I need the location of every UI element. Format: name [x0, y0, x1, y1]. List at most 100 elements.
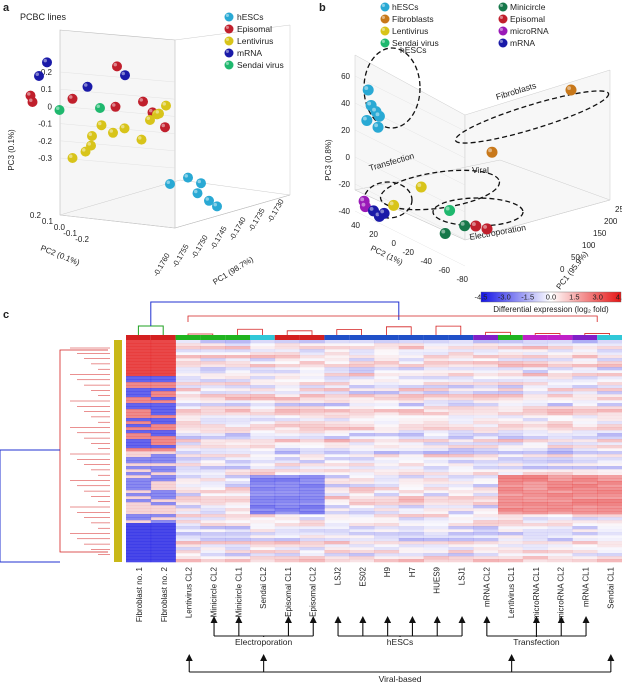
panel-c-heatmap-cell [548, 400, 573, 403]
panel-a-point-hescs-body [204, 195, 214, 206]
panel-c-heatmap-cell [398, 424, 424, 428]
panel-c-column-colorbar [398, 335, 424, 340]
panel-c-heatmap-cell [274, 523, 300, 527]
panel-c-heatmap-cell [150, 445, 176, 449]
panel-c-heatmap-cell [374, 529, 399, 532]
panel-c-heatmap-cell [324, 535, 350, 539]
panel-a-point-episomal-highlight [113, 62, 117, 67]
panel-c-heatmap-cell [126, 523, 152, 527]
panel-c-heatmap-cell [398, 403, 424, 407]
panel-c-heatmap-cell [448, 532, 474, 536]
panel-c-heatmap-cell [523, 442, 548, 445]
panel-c-heatmap-cell [200, 343, 226, 347]
panel-a-point-hescs-body [212, 201, 222, 212]
panel-c-heatmap-cell [448, 451, 474, 455]
panel-c-heatmap-cell [498, 397, 524, 401]
panel-c-heatmap-cell [398, 436, 424, 440]
panel-c-heatmap-cell [597, 472, 622, 476]
panel-c-heatmap-cell [299, 481, 325, 485]
panel-c-heatmap-cell [324, 463, 350, 467]
panel-c-colorbar-tick: 0.0 [546, 293, 556, 302]
panel-c-heatmap-cell [274, 469, 300, 473]
panel-c-heatmap-cell [597, 535, 622, 538]
panel-c-heatmap-cell [250, 469, 276, 473]
panel-c-heatmap-cell [498, 457, 524, 461]
panel-c-heatmap-cell [250, 496, 276, 500]
panel-c-heatmap-cell [597, 424, 622, 428]
panel-c-heatmap-cell [399, 382, 424, 385]
panel-c-heatmap-cell [473, 475, 499, 479]
panel-c-heatmap-cell [225, 547, 251, 551]
panel-c-heatmap-cell [423, 538, 449, 542]
panel-a-point-episomal [112, 61, 122, 72]
panel-c-heatmap-cell [498, 463, 524, 467]
panel-c-heatmap-cell [423, 544, 449, 548]
panel-c-heatmap-cell [547, 469, 573, 473]
panel-c-heatmap-cell [200, 370, 226, 374]
panel-c-heatmap-cell [522, 484, 548, 488]
panel-c-row-dendro [59, 349, 108, 553]
panel-c-heatmap-cell [250, 430, 275, 433]
panel-c-heatmap-cell [572, 430, 598, 434]
panel-c-heatmap-cell [250, 559, 276, 563]
panel-c-heatmap-cell [349, 520, 374, 523]
panel-c-heatmap-cell [399, 460, 424, 463]
panel-c-heatmap-cell [200, 433, 226, 437]
panel-c-heatmap-cell [374, 370, 399, 373]
panel-c-heatmap-cell [126, 517, 152, 521]
panel-c-heatmap-cell [274, 382, 300, 386]
panel-c-heatmap-cell [274, 487, 300, 491]
panel-c-heatmap-cell [374, 403, 400, 407]
panel-b-point-fibroblasts-highlight [488, 148, 493, 153]
panel-c-heatmap-cell [423, 445, 449, 449]
panel-c-heatmap-cell [597, 361, 622, 365]
panel-c-heatmap-cell [498, 442, 524, 446]
panel-c-heatmap-cell [299, 538, 325, 542]
panel-c-heatmap-cell [572, 457, 598, 461]
panel-c-heatmap-cell [126, 544, 152, 548]
panel-c-heatmap-cell [175, 544, 201, 548]
panel-c-heatmap-cell [374, 346, 400, 350]
panel-b-point-episomal [481, 223, 493, 235]
panel-c-heatmap-cell [473, 553, 499, 557]
panel-c-heatmap-cell [374, 421, 400, 425]
panel-b-point-mrna-highlight [369, 207, 374, 211]
panel-c-heatmap-cell [300, 367, 325, 370]
panel-b-z-tick: 40 [341, 99, 350, 108]
panel-c-heatmap-cell [398, 505, 424, 509]
panel-c-heatmap-cell [225, 415, 251, 419]
panel-c-heatmap-cell [150, 559, 176, 563]
panel-c-heatmap-cell [398, 376, 424, 380]
panel-c-heatmap-cell [522, 376, 548, 380]
panel-c-heatmap-cell [200, 439, 226, 443]
panel-c-heatmap-cell [175, 514, 201, 518]
panel-c-heatmap-cell [572, 382, 597, 385]
panel-c-heatmap-cell [597, 343, 622, 347]
panel-a-zgrid [59, 89, 176, 100]
panel-c-heatmap-cell [324, 466, 350, 470]
panel-c-heatmap-cell [448, 484, 474, 488]
panel-c-heatmap-cell [374, 532, 400, 536]
panel-c-column-label: Lentivirus CL1 [507, 566, 516, 618]
panel-c-heatmap-cell [250, 394, 276, 398]
panel-b-legend-label: mRNA [510, 38, 535, 48]
panel-c-heatmap-cell [572, 484, 598, 488]
panel-c-heatmap-cell [200, 445, 226, 449]
panel-c-heatmap-cell [175, 355, 201, 359]
panel-c-heatmap-cell [473, 538, 499, 542]
panel-c-heatmap-cell [274, 349, 300, 353]
panel-c-heatmap-cell [349, 463, 375, 467]
panel-c-heatmap-cell [572, 448, 598, 452]
panel-c-heatmap-cell [126, 529, 152, 533]
panel-c-heatmap-cell [473, 532, 499, 536]
panel-c-heatmap-cell [424, 433, 449, 436]
panel-c-heatmap-cell [250, 448, 275, 451]
panel-c-column-label: HUES9 [433, 566, 442, 593]
panel-c-heatmap-cell [374, 463, 399, 466]
panel-c-heatmap-cell [225, 538, 251, 542]
panel-a-point-lentivirus [119, 123, 130, 134]
panel-c-heatmap-cell [274, 553, 300, 557]
panel-c-heatmap-cell [175, 535, 201, 539]
panel-c-colorbar-label: Differential expression (log₂ fold) [493, 305, 609, 314]
panel-c-heatmap-cell [547, 529, 573, 533]
